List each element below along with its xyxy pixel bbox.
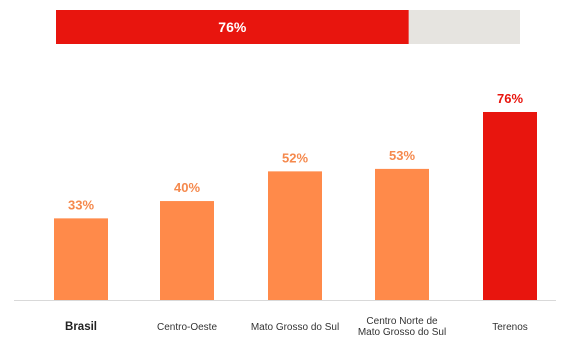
bar-value-label-3: 53% xyxy=(389,148,415,163)
category-label-1-0: Centro-Oeste xyxy=(157,322,217,333)
bar-group xyxy=(54,112,537,300)
progress-fill xyxy=(56,10,409,44)
bar-value-label-0: 33% xyxy=(68,197,94,212)
category-label-3-0: Centro Norte de xyxy=(366,316,438,327)
category-label-4-0: Terenos xyxy=(492,322,528,333)
bar-2 xyxy=(268,171,322,300)
progress-bar: 76% xyxy=(56,10,520,44)
bar-3 xyxy=(375,168,429,300)
bar-value-label-2: 52% xyxy=(282,150,308,165)
category-label-group: Brasil Centro-Oeste Mato Grosso do SulCent… xyxy=(65,316,528,338)
progress-value-label: 76% xyxy=(218,19,247,35)
bar-1 xyxy=(160,201,214,300)
category-label-2-0: Mato Grosso do Sul xyxy=(251,322,339,333)
bar-4 xyxy=(483,112,537,300)
category-label-0-0: Brasil xyxy=(65,321,97,333)
category-label-3-1: Mato Grosso do Sul xyxy=(358,327,446,338)
value-label-group: 33% 40% 52% 53% 76% xyxy=(68,91,523,212)
bar-value-label-4: 76% xyxy=(497,91,523,106)
bar-0 xyxy=(54,218,108,300)
bar-value-label-1: 40% xyxy=(174,180,200,195)
